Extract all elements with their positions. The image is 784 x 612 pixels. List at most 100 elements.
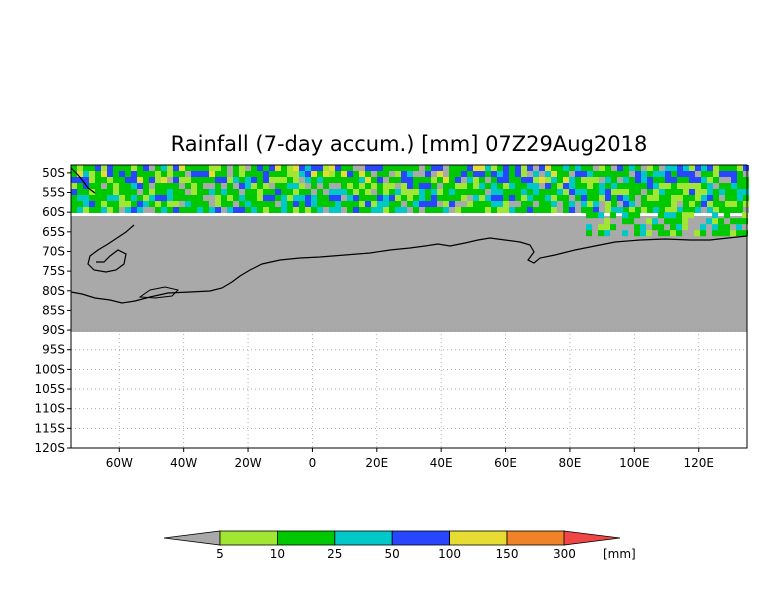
rain-cell (179, 201, 185, 207)
rain-cell (221, 171, 227, 177)
rain-cell (455, 207, 461, 213)
rain-cell (401, 189, 407, 195)
rain-cell (581, 189, 587, 195)
rain-cell (695, 165, 701, 171)
lat-label: 115S (34, 421, 65, 435)
rain-cell (365, 195, 371, 201)
rain-cell (113, 207, 119, 213)
rain-cell (737, 195, 743, 201)
rain-cell (665, 201, 671, 207)
rain-cell (215, 189, 221, 195)
rain-cell (659, 207, 665, 213)
rain-cell (467, 195, 473, 201)
rain-cell (407, 171, 413, 177)
rain-cell (545, 165, 551, 171)
rain-cell (671, 201, 677, 207)
rain-cell (515, 195, 521, 201)
rain-cell (239, 171, 245, 177)
rain-cell (491, 189, 497, 195)
rain-cell (155, 195, 161, 201)
rain-cell (646, 218, 653, 225)
lon-label: 60E (494, 456, 517, 470)
rain-cell (467, 165, 473, 171)
rain-cell (113, 189, 119, 195)
rain-cell (659, 171, 665, 177)
rain-cell (515, 171, 521, 177)
rain-cell (323, 189, 329, 195)
rain-cell (617, 165, 623, 171)
rain-cell (359, 171, 365, 177)
rain-cell (389, 189, 395, 195)
rain-cell (191, 207, 197, 213)
rain-cell (695, 171, 701, 177)
rain-cell (515, 183, 521, 189)
rain-cell (509, 165, 515, 171)
rain-cell (95, 207, 101, 213)
rain-cell (317, 171, 323, 177)
rain-cell (125, 177, 131, 183)
rain-cell (491, 195, 497, 201)
rain-cell (497, 165, 503, 171)
rain-cell (677, 189, 683, 195)
rain-cell (563, 183, 569, 189)
lon-label: 120E (683, 456, 714, 470)
rain-cell (239, 201, 245, 207)
map-panel: 50S 55S 60S 65S 70S 75S 80S 85S 90S 95S 100S 105S 11… (34, 164, 749, 470)
rain-cell (725, 195, 731, 201)
rain-cell (83, 201, 89, 207)
rain-cell (676, 224, 683, 231)
rain-cell (509, 183, 515, 189)
rain-cell (89, 171, 95, 177)
rain-cell (634, 230, 641, 237)
rain-cell (623, 165, 629, 171)
rain-cell (191, 189, 197, 195)
rain-cell (539, 177, 545, 183)
rain-cell (581, 171, 587, 177)
rain-cell (191, 171, 197, 177)
rain-cell (227, 165, 233, 171)
rain-cell (119, 195, 125, 201)
rain-cell (83, 171, 89, 177)
rain-cell (713, 195, 719, 201)
rain-cell (701, 201, 707, 207)
rain-cell (341, 165, 347, 171)
rain-cell (725, 183, 731, 189)
rain-cell (107, 177, 113, 183)
rain-cell (473, 189, 479, 195)
rain-cell (431, 183, 437, 189)
rain-cell (605, 195, 611, 201)
rain-cell (557, 183, 563, 189)
rain-cell (275, 195, 281, 201)
rain-cell (143, 171, 149, 177)
rain-cell (473, 177, 479, 183)
rain-cell (635, 183, 641, 189)
rain-cell (503, 171, 509, 177)
rain-cell (281, 201, 287, 207)
rain-cell (479, 207, 485, 213)
rain-cell (719, 183, 725, 189)
lon-label: 20E (365, 456, 388, 470)
rain-cell (293, 189, 299, 195)
rain-cell (113, 165, 119, 171)
rain-cell (712, 230, 719, 237)
rain-cell (239, 183, 245, 189)
rain-cell (521, 177, 527, 183)
rain-cell (593, 207, 599, 213)
rain-cell (425, 165, 431, 171)
rain-cell (598, 230, 605, 237)
rain-cell (731, 189, 737, 195)
rain-cell (215, 201, 221, 207)
rain-cell (119, 171, 125, 177)
rain-cell (719, 171, 725, 177)
rain-cell (131, 183, 137, 189)
rain-cell (707, 189, 713, 195)
rain-cell (341, 177, 347, 183)
rain-cell (395, 183, 401, 189)
rain-cell (730, 230, 737, 237)
rain-cell (365, 207, 371, 213)
rain-cell (731, 183, 737, 189)
rain-cell (227, 207, 233, 213)
rain-cell (389, 171, 395, 177)
rain-cell (665, 171, 671, 177)
rainfall-band (71, 165, 749, 237)
